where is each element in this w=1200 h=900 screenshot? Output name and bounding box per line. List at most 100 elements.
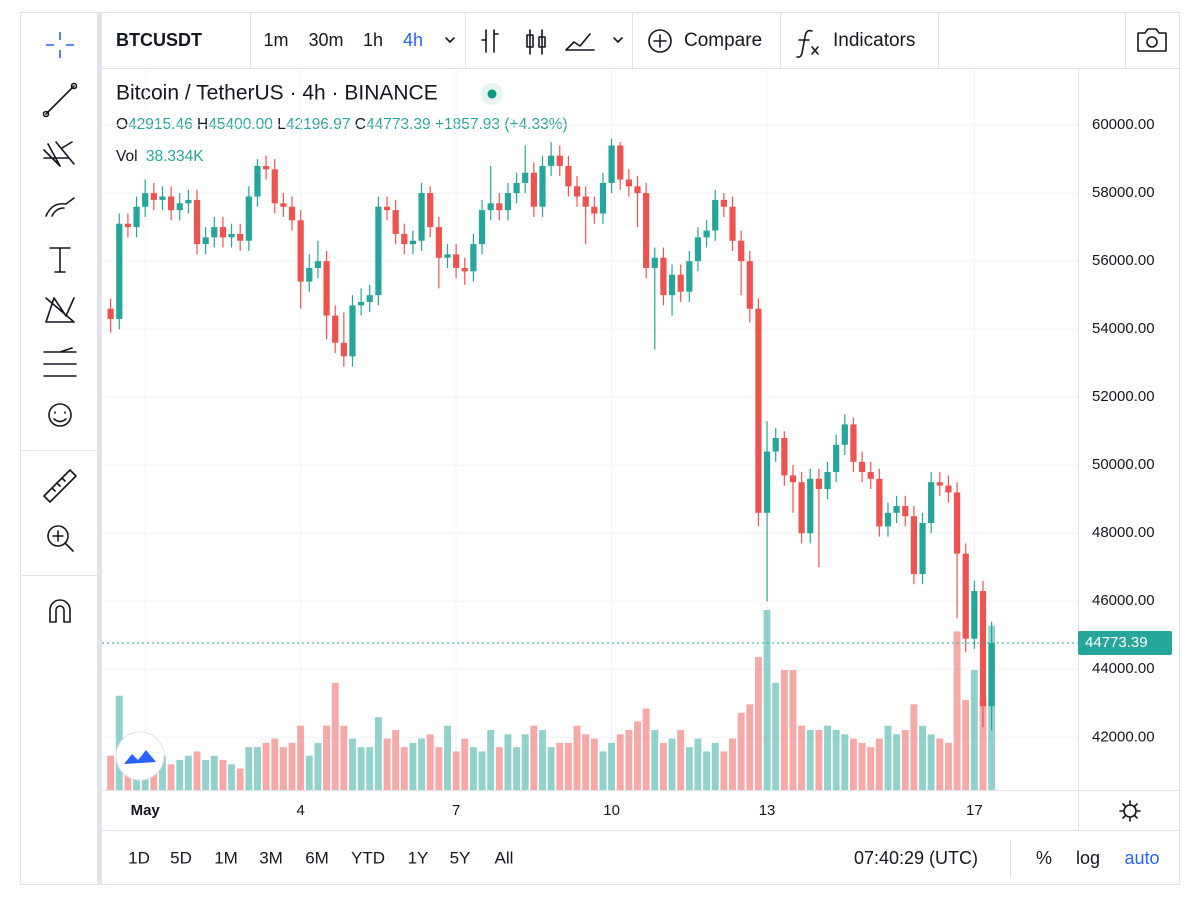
volume-bar xyxy=(452,751,460,790)
range-button[interactable]: 1M xyxy=(214,848,238,867)
text-tool[interactable] xyxy=(49,247,71,273)
candle-body xyxy=(513,182,520,194)
candle-body xyxy=(530,172,537,207)
candle-body xyxy=(383,206,391,211)
percent-toggle[interactable]: % xyxy=(1036,848,1052,868)
candle-body xyxy=(841,424,848,445)
ohlc-value: 42915.46 xyxy=(128,116,193,133)
volume-bar xyxy=(314,742,322,790)
candle-body xyxy=(876,478,883,527)
log-toggle[interactable]: log xyxy=(1076,848,1100,868)
fib-tool[interactable] xyxy=(43,141,75,167)
indicators-icon[interactable] xyxy=(796,29,819,58)
x-tick-label: 17 xyxy=(966,802,983,819)
emoji-tool[interactable] xyxy=(48,403,72,427)
volume-bar xyxy=(331,682,339,790)
candle-body xyxy=(850,424,857,462)
trend-line-tool[interactable] xyxy=(45,85,75,115)
ruler-tool[interactable] xyxy=(43,469,77,503)
volume-bar xyxy=(392,730,400,790)
camera-icon[interactable] xyxy=(1137,28,1167,52)
ohlc-key: C xyxy=(355,116,366,133)
legend: Bitcoin / TetherUS · 4h · BINANCE O42915… xyxy=(116,82,568,166)
chevron[interactable] xyxy=(613,37,623,43)
volume-bar xyxy=(893,734,901,790)
interval-active[interactable]: 4h xyxy=(403,30,423,50)
prediction-tool[interactable] xyxy=(43,347,77,377)
candle-body xyxy=(202,237,209,245)
candle-body xyxy=(427,193,434,228)
candle-body xyxy=(401,233,408,245)
compare-button[interactable]: Compare xyxy=(684,30,762,51)
range-button[interactable]: 6M xyxy=(305,848,329,867)
auto-toggle[interactable]: auto xyxy=(1124,848,1159,868)
indicators-button[interactable]: Indicators xyxy=(833,30,915,51)
y-tick-label: 48000.00 xyxy=(1092,524,1155,541)
volume-bar xyxy=(107,755,115,790)
candle-body xyxy=(729,206,736,241)
change: +1857.93 (+4.33%) xyxy=(435,116,568,133)
chevron[interactable] xyxy=(445,37,455,43)
candle-body xyxy=(703,230,710,238)
tool-dot xyxy=(70,82,78,90)
interval[interactable]: 1h xyxy=(363,30,383,50)
candle-body xyxy=(332,315,339,343)
range-button[interactable]: 5D xyxy=(170,848,192,867)
interval[interactable]: 1m xyxy=(263,30,288,50)
range-button[interactable]: YTD xyxy=(351,848,385,867)
volume-bar xyxy=(616,734,624,790)
candle-body xyxy=(979,591,987,707)
candle-body xyxy=(858,461,866,473)
volume-bar xyxy=(236,768,244,790)
volume-bar xyxy=(409,742,417,790)
volume-bar xyxy=(582,734,590,790)
volume-bar xyxy=(262,742,270,790)
range-button[interactable]: 3M xyxy=(259,848,283,867)
settings-rays xyxy=(1119,800,1141,822)
candle-body xyxy=(720,199,727,207)
tool-dot xyxy=(42,110,50,118)
magnet-tool[interactable] xyxy=(49,599,71,623)
logo[interactable] xyxy=(115,731,165,781)
bars-icon[interactable] xyxy=(481,29,499,53)
range-button[interactable]: 1Y xyxy=(408,848,429,867)
candle-body xyxy=(375,206,382,296)
candle-body xyxy=(919,523,926,575)
crosshair-tool[interactable] xyxy=(46,32,74,58)
interval[interactable]: 30m xyxy=(308,30,343,50)
candle-body xyxy=(677,274,684,292)
symbol[interactable]: BTCUSDT xyxy=(116,30,202,50)
candle-body xyxy=(746,261,753,309)
range-button[interactable]: 1D xyxy=(128,848,150,867)
x-tick-label: 10 xyxy=(603,802,620,819)
last-price-label: 44773.39 xyxy=(1085,634,1148,651)
zoom-plus xyxy=(52,530,74,552)
candles-icon[interactable] xyxy=(526,29,546,55)
volume-bar xyxy=(504,734,512,790)
candle-body xyxy=(608,145,615,183)
volume-bar xyxy=(184,755,192,790)
settings-icon[interactable] xyxy=(1123,804,1137,818)
candle-body xyxy=(971,591,978,639)
candle-body xyxy=(435,227,442,258)
x-tick-label: May xyxy=(131,802,161,819)
zoom-tool[interactable] xyxy=(47,525,69,547)
compare-icon[interactable] xyxy=(648,29,672,53)
volume-bar xyxy=(867,747,875,790)
volume-bar xyxy=(737,712,745,790)
brush-tool[interactable] xyxy=(45,197,75,217)
y-tick-label: 56000.00 xyxy=(1092,252,1155,269)
candle-body xyxy=(271,169,278,204)
candle-body xyxy=(668,274,676,296)
volume-bar xyxy=(832,730,840,790)
volume-bar xyxy=(521,734,529,790)
volume-bar xyxy=(858,742,866,790)
candle-body xyxy=(107,308,114,319)
area-icon[interactable] xyxy=(565,33,595,51)
pattern-tool[interactable] xyxy=(45,297,75,323)
range-button[interactable]: 5Y xyxy=(450,848,471,867)
range-button[interactable]: All xyxy=(495,848,514,867)
volume-bar xyxy=(668,738,676,790)
ohlc-value: 44773.39 xyxy=(366,116,431,133)
candle-body xyxy=(444,254,451,258)
